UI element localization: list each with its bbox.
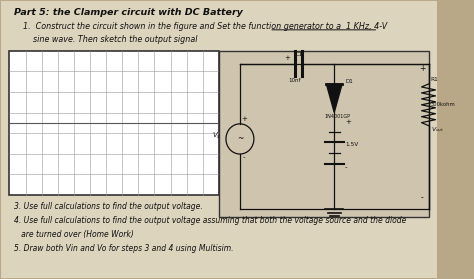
Text: 1.5V: 1.5V bbox=[345, 142, 358, 147]
Text: R1: R1 bbox=[431, 77, 438, 82]
Text: +: + bbox=[284, 55, 290, 61]
Text: ~: ~ bbox=[237, 134, 243, 143]
Text: -: - bbox=[421, 194, 424, 203]
Text: -: - bbox=[345, 165, 347, 170]
Text: are turned over (Home Work): are turned over (Home Work) bbox=[14, 230, 134, 239]
Text: +: + bbox=[345, 119, 351, 125]
Text: 4. Use full calculations to find the output voltage assuming that both the volta: 4. Use full calculations to find the out… bbox=[14, 216, 406, 225]
Text: 1N4001GP: 1N4001GP bbox=[324, 114, 350, 119]
Text: C1: C1 bbox=[294, 52, 303, 57]
Text: +: + bbox=[241, 116, 247, 122]
Text: 1.  Construct the circuit shown in the figure and Set the function generator to : 1. Construct the circuit shown in the fi… bbox=[23, 21, 387, 30]
Text: $V_{out}$: $V_{out}$ bbox=[431, 125, 444, 134]
Polygon shape bbox=[327, 84, 342, 112]
Text: $V_s$: $V_s$ bbox=[212, 131, 221, 141]
Text: Part 5: the Clamper circuit with DC Battery: Part 5: the Clamper circuit with DC Batt… bbox=[14, 8, 243, 17]
Bar bbox=[219, 51, 428, 217]
Text: 3. Use full calculations to find the output voltage.: 3. Use full calculations to find the out… bbox=[14, 202, 202, 211]
Bar bbox=[9, 51, 219, 195]
Text: D1: D1 bbox=[346, 79, 353, 84]
Text: 5. Draw both Vin and Vo for steps 3 and 4 using Multisim.: 5. Draw both Vin and Vo for steps 3 and … bbox=[14, 244, 233, 252]
Text: 300kohm: 300kohm bbox=[431, 102, 456, 107]
Text: 10nf: 10nf bbox=[288, 78, 301, 83]
Text: -: - bbox=[243, 155, 246, 161]
Text: sine wave. Then sketch the output signal: sine wave. Then sketch the output signal bbox=[23, 35, 197, 44]
Text: +: + bbox=[419, 64, 426, 73]
